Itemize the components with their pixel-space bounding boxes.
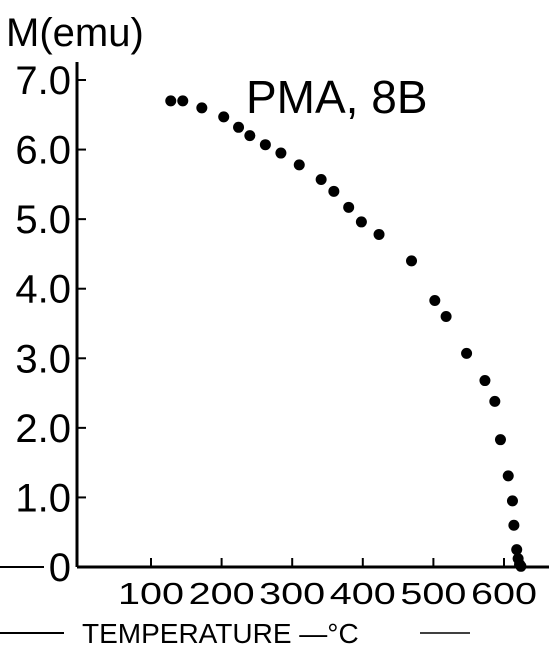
data-point xyxy=(244,130,256,142)
data-point xyxy=(508,519,520,531)
y-tick-label: 0 xyxy=(49,546,71,590)
axes xyxy=(0,62,549,634)
data-point xyxy=(177,95,189,107)
y-tick-label: 1.0 xyxy=(15,476,71,520)
data-point xyxy=(515,560,527,572)
y-tick-label: 3.0 xyxy=(15,337,71,381)
x-tick-label: 500 xyxy=(400,576,466,611)
data-point xyxy=(218,111,230,123)
data-point xyxy=(259,139,271,151)
data-point xyxy=(233,121,245,133)
data-point xyxy=(406,255,418,267)
data-point xyxy=(461,347,473,359)
x-tick-label: 300 xyxy=(259,576,325,611)
data-point xyxy=(506,495,518,507)
x-tick-label: 200 xyxy=(189,576,255,611)
data-point xyxy=(196,102,208,114)
x-axis-title: TEMPERATURE —°C xyxy=(82,618,359,649)
data-points xyxy=(165,95,527,572)
y-tick-label: 4.0 xyxy=(15,268,71,312)
data-point xyxy=(502,470,514,482)
data-point xyxy=(494,434,506,446)
y-tick-label: 5.0 xyxy=(15,198,71,242)
y-tick-label: 7.0 xyxy=(15,59,71,103)
data-point xyxy=(489,395,501,407)
data-point xyxy=(440,311,452,323)
chart-title: PMA, 8B xyxy=(246,71,428,123)
data-point xyxy=(275,147,287,159)
data-point xyxy=(373,228,385,240)
y-axis-title: M(emu) xyxy=(6,11,144,55)
data-point xyxy=(165,95,177,107)
x-tick-label: 100 xyxy=(118,576,184,611)
x-tick-label: 600 xyxy=(471,576,537,611)
y-tick-label: 6.0 xyxy=(15,129,71,173)
data-point xyxy=(429,295,441,307)
x-tick-label: 400 xyxy=(330,576,396,611)
data-point xyxy=(511,544,523,556)
y-tick-label: 2.0 xyxy=(15,407,71,451)
data-point xyxy=(328,185,340,197)
ticks: 0 1.0 2.0 3.0 4.0 5.0 6.0 7.0 100 200 300 400 500 600 xyxy=(15,59,537,611)
data-point xyxy=(293,159,305,171)
data-point xyxy=(315,173,327,185)
data-point xyxy=(355,216,367,228)
data-point xyxy=(479,375,491,387)
data-point xyxy=(343,201,355,213)
